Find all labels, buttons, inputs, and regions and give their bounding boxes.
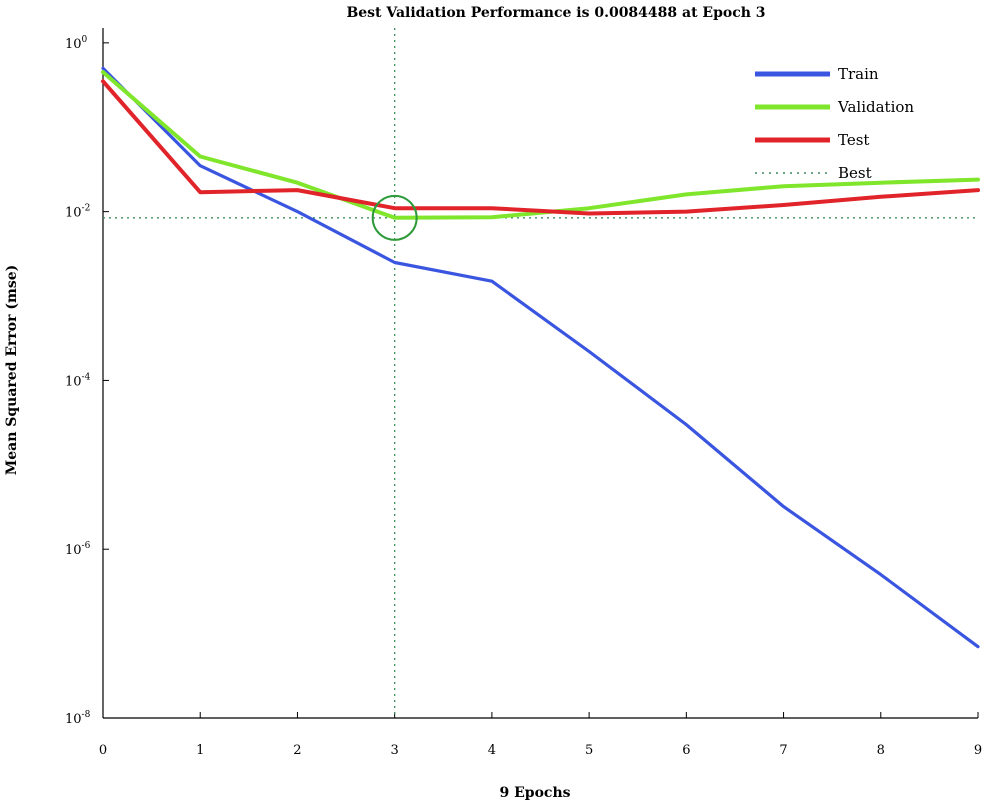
series-line-train	[101, 66, 980, 649]
y-axis-label: Mean Squared Error (mse)	[4, 265, 20, 476]
y-tick-base: 10	[65, 206, 82, 221]
x-tick-label: 6	[682, 743, 690, 758]
y-tick-base: 10	[65, 712, 82, 727]
x-tick-label: 3	[391, 743, 399, 758]
x-axis-label: 9 Epochs	[500, 785, 571, 801]
legend: Train Validation Test Best	[755, 65, 914, 182]
y-tick-exponent: -2	[82, 204, 91, 214]
series-line-test	[101, 79, 980, 216]
y-tick-exponent: -8	[82, 710, 91, 720]
x-tick-label: 8	[877, 743, 885, 758]
legend-label-test: Test	[838, 131, 869, 149]
y-tick-exponent: -6	[82, 541, 91, 551]
best-point-circle	[371, 194, 418, 241]
y-tick-base: 10	[65, 543, 82, 558]
x-tick-label: 4	[488, 743, 496, 758]
x-tick-label: 7	[779, 743, 787, 758]
y-tick-label: 10-8	[65, 710, 91, 727]
legend-label-validation: Validation	[837, 98, 914, 116]
x-tick-label: 2	[293, 743, 301, 758]
x-tick-label: 9	[974, 743, 982, 758]
legend-label-train: Train	[838, 65, 879, 83]
legend-label-best: Best	[838, 164, 872, 182]
y-tick-base: 10	[65, 374, 82, 389]
y-tick-exponent: -4	[82, 372, 91, 382]
x-tick-label: 5	[585, 743, 593, 758]
y-tick-label: 10-2	[65, 204, 90, 221]
x-tick-label: 0	[99, 743, 107, 758]
y-tick-label: 100	[65, 35, 88, 52]
y-tick-label: 10-6	[65, 541, 91, 558]
y-tick-label: 10-4	[65, 372, 91, 389]
x-tick-label: 1	[196, 743, 204, 758]
y-tick-exponent: 0	[82, 35, 88, 45]
chart-title: Best Validation Performance is 0.0084488…	[346, 5, 765, 21]
y-tick-base: 10	[65, 37, 82, 52]
